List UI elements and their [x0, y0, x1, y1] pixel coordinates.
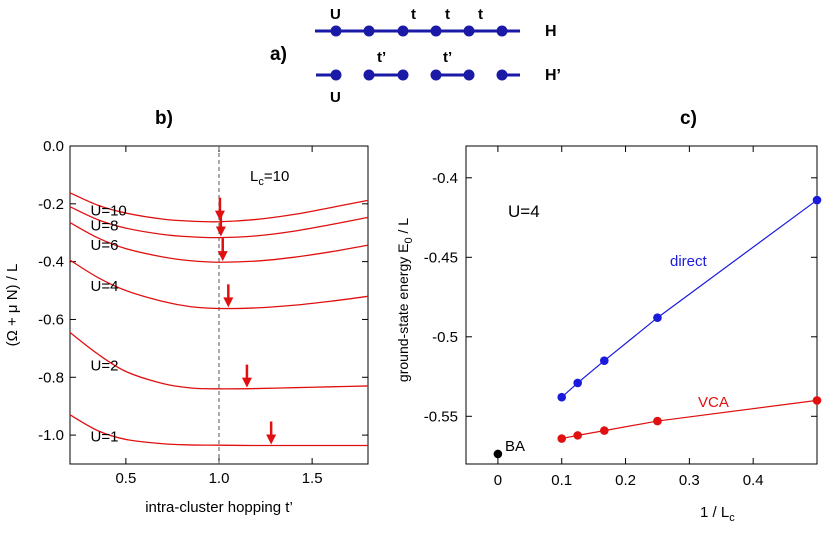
- cluster-u-label: U: [330, 89, 341, 106]
- chain-site-0: [330, 25, 342, 37]
- panel-b-chart: b) 0.5 1.0 1.5 0.0 -0.2 -0.4 -0.6 -0.8 -1.0 U=10…: [4, 108, 369, 516]
- c-point-VCA-3: [653, 416, 662, 426]
- panel-b-label: b): [155, 108, 173, 129]
- c-point-VCA-4: [812, 396, 822, 405]
- panel-c-data-points: [493, 195, 822, 459]
- c-line-VCA: [561, 399, 818, 440]
- series-label-ba: BA: [505, 438, 525, 455]
- panel-c-u-annotation: U=4: [508, 202, 540, 221]
- cluster-site-5: [496, 69, 508, 81]
- b-arrow-U=6: [217, 238, 228, 262]
- cluster-site-3: [430, 69, 442, 81]
- chain-hamiltonian-label: H: [545, 23, 557, 40]
- panel-c-fit-lines: [561, 199, 818, 440]
- b-curve-label-U=8: U=8: [90, 217, 118, 234]
- panel-c-plot-frame: [465, 145, 818, 465]
- panel-a-label: a): [270, 44, 287, 65]
- chain-site-3: [430, 25, 442, 37]
- chain-sites: [330, 25, 508, 37]
- b-curve-U=6: [69, 222, 369, 263]
- c-point-direct-2: [599, 356, 609, 365]
- c-point-direct-1: [573, 378, 582, 388]
- b-curve-label-U=2: U=2: [90, 358, 118, 375]
- b-curve-U=4: [69, 259, 369, 310]
- b-curve-U=2: [69, 331, 369, 390]
- c-point-direct-4: [812, 195, 822, 205]
- cluster-site-2: [397, 69, 409, 81]
- b-xtick-label-0: 0.5: [115, 470, 136, 487]
- b-arrow-U=4: [223, 284, 234, 308]
- b-curve-U=8: [69, 206, 369, 239]
- series-label-vca: VCA: [698, 394, 729, 411]
- c-ytick-label-3: -0.55: [424, 408, 458, 425]
- b-curve-label-U=4: U=4: [90, 278, 118, 295]
- chain-u-label: U: [330, 6, 341, 23]
- b-ytick-label-5: -1.0: [38, 427, 64, 444]
- chain-t-label-2: t: [445, 6, 450, 23]
- panel-b-plot-frame: [69, 145, 369, 465]
- b-arrow-U=8: [215, 213, 226, 237]
- c-point-direct-3: [653, 313, 662, 323]
- panel-b-curves: [69, 192, 369, 447]
- cluster-hamiltonian-label: H’: [545, 67, 561, 84]
- b-ytick-label-0: 0.0: [43, 138, 64, 155]
- c-point-VCA-2: [599, 426, 609, 435]
- c-point-VCA-0: [557, 434, 567, 443]
- panel-b-ticks: 0.5 1.0 1.5 0.0 -0.2 -0.4 -0.6 -0.8 -1.0: [38, 138, 368, 487]
- panel-b-y-axis-label: (Ω + μ N) / L: [4, 264, 21, 347]
- c-ytick-label-2: -0.5: [432, 329, 458, 346]
- c-xtick-label-2: 0.2: [615, 472, 636, 489]
- c-xtick-label-1: 0.1: [551, 472, 572, 489]
- b-arrow-U=2: [241, 364, 252, 388]
- b-curve-U=1: [69, 414, 368, 447]
- b-curve-label-U=6: U=6: [90, 237, 118, 254]
- chain-t-label-1: t: [411, 6, 416, 23]
- c-point-BA-0: [493, 449, 503, 459]
- panel-c-chart: c) 0 0.1 0.2 0.3 0.4 -0.4 -0.45 -0.5 -0.55 U=4 d…: [395, 108, 822, 524]
- cluster-site-4: [463, 69, 475, 81]
- c-xtick-label-3: 0.3: [679, 472, 700, 489]
- b-curve-U=10: [69, 192, 369, 223]
- c-xtick-label-4: 0.4: [743, 472, 764, 489]
- cluster-tp-label-2: t’: [443, 49, 452, 66]
- c-point-VCA-1: [573, 431, 582, 440]
- b-xtick-label-2: 1.5: [302, 470, 323, 487]
- chain-site-5: [496, 25, 508, 37]
- b-ytick-label-3: -0.6: [38, 311, 64, 328]
- chain-t-label-3: t: [478, 6, 483, 23]
- panel-c-label: c): [680, 108, 697, 129]
- b-xtick-label-1: 1.0: [209, 470, 230, 487]
- c-ytick-label-0: -0.4: [432, 170, 458, 187]
- cluster-tp-label-1: t’: [377, 49, 386, 66]
- c-point-direct-0: [557, 392, 567, 402]
- cluster-sites: [330, 69, 508, 81]
- chain-site-2: [397, 25, 409, 37]
- panel-c-y-axis-label: ground-state energy E0 / L: [395, 218, 415, 382]
- panel-c-x-axis-label: 1 / Lc: [700, 504, 735, 524]
- panel-b-x-axis-label: intra-cluster hopping t’: [145, 499, 293, 516]
- b-ytick-label-4: -0.8: [38, 369, 64, 386]
- panel-b-cluster-size-annotation: Lc=10: [250, 168, 289, 188]
- series-label-direct: direct: [670, 253, 708, 270]
- b-ytick-label-2: -0.4: [38, 254, 64, 271]
- panel-b-curve-labels: U=10U=8 U=6 U=4 U=2 U=1: [90, 202, 126, 445]
- panel-a-lattice-diagram: a) U t t t H t’ t’ H’ U: [270, 6, 561, 106]
- b-curve-label-U=10: U=10: [90, 202, 126, 219]
- b-arrow-U=1: [266, 421, 277, 445]
- panel-b-minimum-arrows: [214, 197, 277, 445]
- chain-site-1: [363, 25, 375, 37]
- cluster-site-1: [363, 69, 375, 81]
- panel-c-ticks: 0 0.1 0.2 0.3 0.4 -0.4 -0.45 -0.5 -0.55: [424, 146, 817, 489]
- chain-site-4: [463, 25, 475, 37]
- c-line-direct: [561, 199, 818, 398]
- c-ytick-label-1: -0.45: [424, 249, 458, 266]
- c-xtick-label-0: 0: [494, 472, 502, 489]
- b-ytick-label-1: -0.2: [38, 196, 64, 213]
- cluster-site-0: [330, 69, 342, 81]
- b-curve-label-U=1: U=1: [90, 429, 118, 446]
